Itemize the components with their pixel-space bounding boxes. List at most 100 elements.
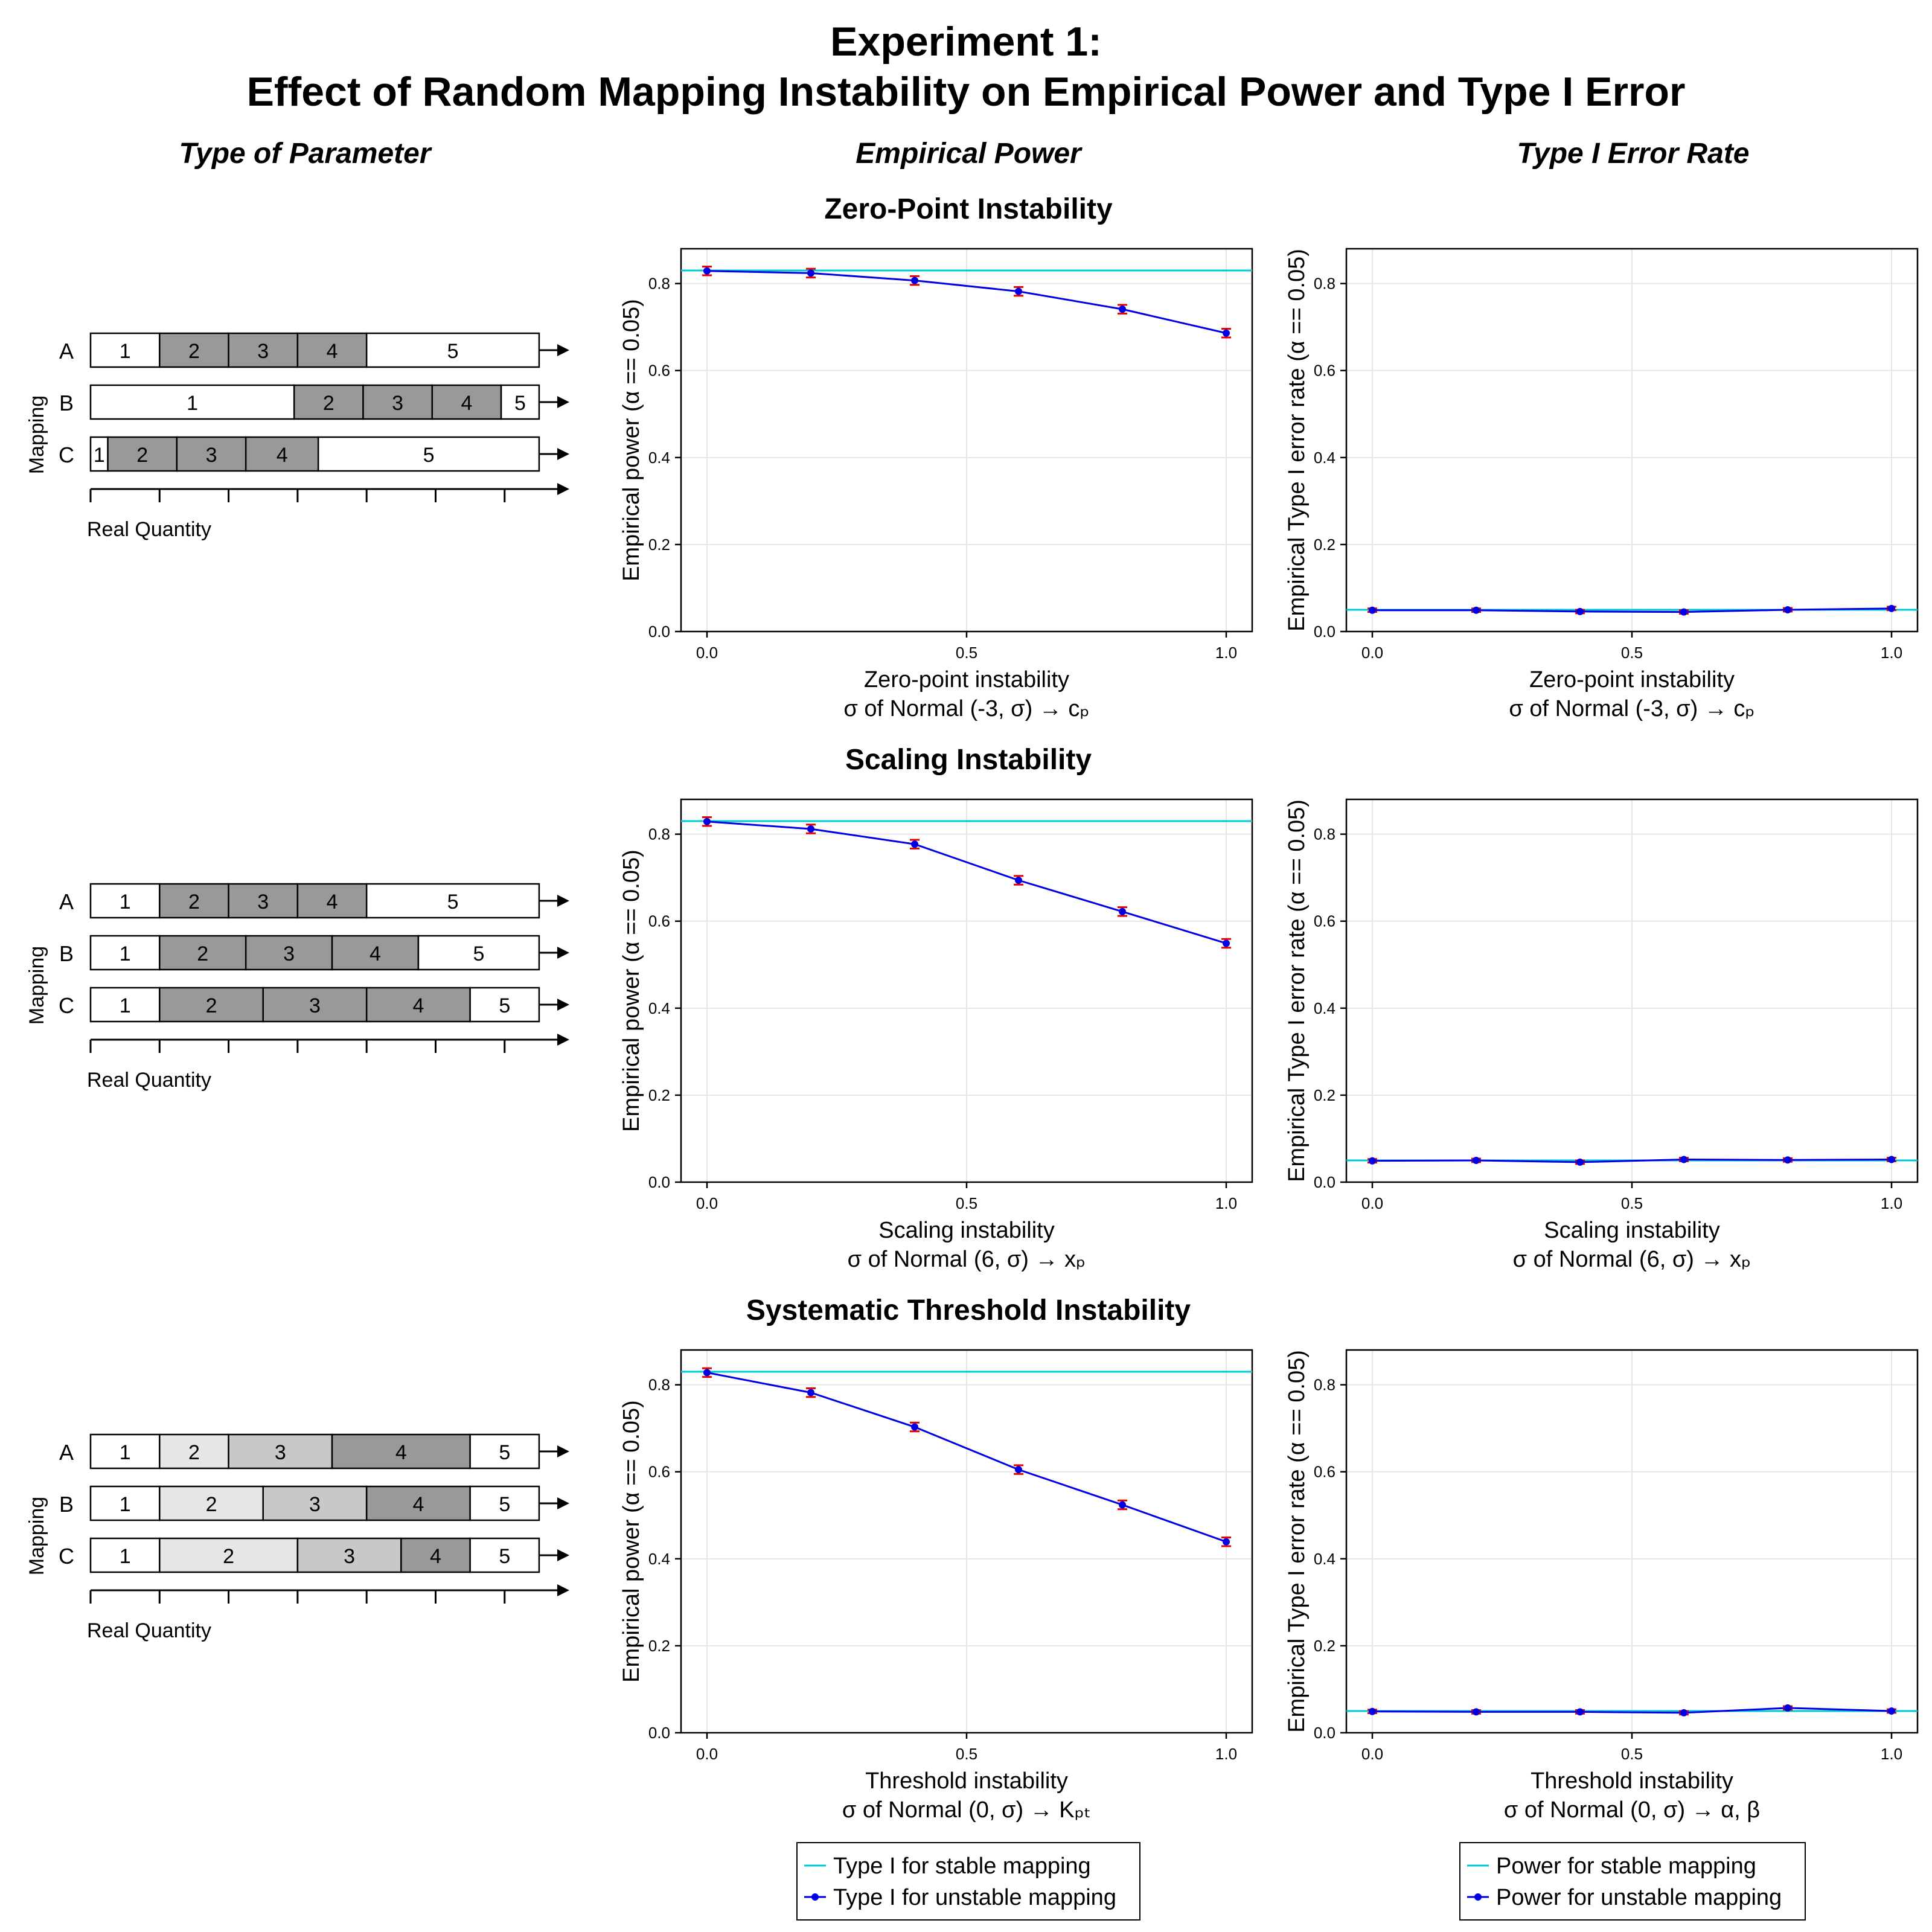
segment-label: 5 [499,994,510,1017]
x-tick-label: 0.5 [956,1745,977,1763]
data-point [1015,287,1022,295]
segment-label: 4 [412,994,424,1017]
x-tick-label: 0.5 [956,1194,977,1212]
x-tick-label: 0.0 [696,644,718,662]
segment-label: 1 [120,891,131,913]
mapping-segment [228,1433,333,1470]
mapping-arrowhead [557,1497,569,1509]
mapping-arrowhead [557,895,569,907]
segment-label: 4 [461,392,472,415]
x-axis-label-line-2: σ of Normal (0, σ) → α, β [1504,1797,1760,1823]
segment-label: 4 [277,444,288,467]
legend-power-column: Type I for stable mapping Type I for uns… [796,1842,1140,1921]
x-tick-label: 1.0 [1215,1745,1237,1763]
legend-label-stable: Power for stable mapping [1496,1854,1756,1879]
x-axis-label-line-1: Scaling instability [878,1218,1054,1243]
mapping-segment [89,987,161,1023]
y-axis-label: Empirical Type I error rate (α == 0.05) [1284,249,1310,632]
segment-label: 5 [447,891,459,913]
mapping-segment [296,1537,402,1573]
data-point [1888,1707,1895,1715]
y-tick-label: 0.4 [1314,999,1335,1017]
x-axis-label-line-2: σ of Normal (-3, σ) → cₚ [1509,696,1754,721]
mapping-label: B [59,391,74,415]
mapping-label: A [59,339,74,363]
row-title-threshold: Systematic Threshold Instability [746,1294,1191,1326]
segment-label: 1 [120,1441,131,1464]
x-axis-label-line-2: σ of Normal (0, σ) → Kₚₜ [842,1797,1091,1823]
y-tick-label: 0.8 [1314,275,1335,293]
mapping-arrowhead [557,448,569,460]
data-point [1015,1466,1022,1474]
mapping-segment [159,332,229,368]
y-axis-label: Empirical power (α == 0.05) [619,299,644,581]
x-axis-label-line-1: Zero-point instability [864,667,1069,693]
y-tick-label: 0.2 [648,1086,670,1104]
x-tick-label: 0.0 [1361,1745,1383,1763]
segment-label: 4 [327,340,338,363]
mapping-segment [89,332,161,368]
data-point [807,825,814,833]
x-tick-label: 1.0 [1881,644,1902,662]
x-tick-label: 0.0 [1361,1194,1383,1212]
mapping-axis-label: Mapping [25,946,48,1025]
data-point [1888,1156,1895,1163]
mapping-axis-label: Mapping [25,1497,48,1575]
mapping-segment [317,436,540,472]
mapping-segment [469,1537,540,1573]
mapping-segment [159,883,229,919]
mapping-arrowhead [557,1549,569,1561]
y-tick-label: 0.0 [648,1724,670,1742]
segment-label: 5 [514,392,526,415]
mapping-segment [400,1537,471,1573]
segment-label: 1 [120,340,131,363]
data-point [1576,607,1584,615]
y-tick-label: 0.4 [648,999,670,1017]
mapping-segment [262,987,368,1023]
segment-label: 2 [188,891,200,913]
mapping-diagram: A 1 2 3 4 5 B 1 2 3 4 5 C 1 2 3 4 5 Mapping Real Quantity [25,883,569,1092]
segment-label: 3 [257,340,269,363]
data-point [807,1389,814,1396]
mapping-segment [89,1433,161,1470]
mapping-segment [89,436,109,472]
column-header-power: Empirical Power [856,138,1083,170]
legend-label-unstable: Power for unstable mapping [1496,1885,1782,1910]
mapping-label: C [59,1544,74,1569]
y-tick-label: 0.8 [648,275,670,293]
mapping-segment [159,1485,264,1521]
mapping-segment [89,935,161,971]
y-axis-label: Empirical Type I error rate (α == 0.05) [1284,1350,1310,1733]
segment-label: 3 [344,1545,355,1568]
x-tick-label: 0.0 [696,1745,718,1763]
y-tick-label: 0.0 [1314,622,1335,641]
y-tick-label: 0.2 [648,536,670,554]
y-tick-label: 0.4 [648,1550,670,1568]
mapping-segment [296,883,368,919]
mapping-diagram: A 1 2 3 4 5 B 1 2 3 4 5 C 1 2 3 4 5 Mapping Real Quantity [25,1433,569,1642]
legend-label-unstable: Type I for unstable mapping [833,1885,1116,1910]
y-tick-label: 0.2 [1314,1086,1335,1104]
segment-label: 1 [187,392,198,415]
mapping-segment [365,1485,471,1521]
x-axis-label-line-1: Threshold instability [865,1768,1068,1794]
data-point [1119,1501,1126,1509]
real-quantity-arrowhead [557,1034,569,1046]
segment-label: 5 [499,1545,510,1568]
x-tick-label: 0.5 [1621,1745,1643,1763]
mapping-segment [228,332,299,368]
segment-label: 3 [206,444,217,467]
x-axis-label-line-1: Zero-point instability [1529,667,1735,693]
segment-label: 2 [188,1441,200,1464]
x-tick-label: 0.5 [956,644,977,662]
data-point [1680,1156,1687,1163]
segment-label: 1 [120,1545,131,1568]
data-point [1369,1157,1376,1165]
mapping-label: C [59,993,74,1018]
real-quantity-arrowhead [557,1584,569,1596]
x-tick-label: 1.0 [1215,644,1237,662]
real-quantity-label: Real Quantity [87,1619,211,1642]
y-axis-label: Empirical power (α == 0.05) [619,1400,644,1683]
